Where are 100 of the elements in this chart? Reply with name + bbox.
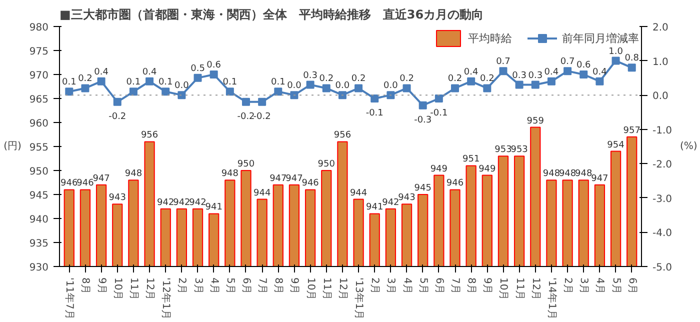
x-tick-label: 11月 xyxy=(514,278,525,300)
data-label: 0.5 xyxy=(190,64,205,74)
data-label: 942 xyxy=(157,198,174,208)
data-label: 948 xyxy=(542,169,560,180)
data-label: 947 xyxy=(92,174,110,184)
point xyxy=(418,101,427,110)
point xyxy=(274,88,282,96)
data-label: 959 xyxy=(526,116,544,126)
point xyxy=(65,88,74,96)
data-label: 0.1 xyxy=(126,78,141,88)
x-tick-label: '14年1月 xyxy=(546,278,558,320)
x-tick-label: 8月 xyxy=(466,278,477,294)
x-tick-label: 12月 xyxy=(144,278,156,300)
point xyxy=(146,77,154,86)
data-label: 0.6 xyxy=(576,60,592,70)
x-tick-label: '11年7月 xyxy=(64,278,76,320)
data-label: 951 xyxy=(462,154,480,165)
point xyxy=(499,67,508,76)
data-label: 957 xyxy=(623,126,640,136)
point xyxy=(628,64,636,72)
x-tick-label: 12月 xyxy=(530,278,541,300)
data-label: 946 xyxy=(302,178,320,189)
x-tick-label: '13年1月 xyxy=(353,278,366,320)
data-label: 0.2 xyxy=(319,74,334,84)
point xyxy=(354,84,363,92)
data-label: 1.0 xyxy=(608,46,624,57)
x-tick-label: '12年1月 xyxy=(160,278,172,320)
data-label: 949 xyxy=(430,164,448,174)
data-label: 942 xyxy=(189,198,206,208)
point xyxy=(547,77,556,86)
y-tick-label: 930 xyxy=(29,262,49,274)
y-tick-label: 960 xyxy=(29,118,49,130)
x-tick-label: 6月 xyxy=(433,278,444,294)
point xyxy=(580,70,588,78)
data-label: -0.2 xyxy=(253,112,271,122)
legend-label: 平均時給 xyxy=(468,30,512,46)
data-label: 0.3 xyxy=(303,70,318,81)
point xyxy=(338,91,346,100)
y-axis-title: (円) xyxy=(4,141,22,152)
point xyxy=(97,77,106,86)
point xyxy=(178,91,186,100)
data-label: 0.7 xyxy=(496,57,510,68)
data-label: 945 xyxy=(414,184,432,194)
data-label: 953 xyxy=(494,145,512,156)
data-label: 0.2 xyxy=(351,74,366,84)
legend-label: 前年同月増減率 xyxy=(562,30,639,46)
data-label: 942 xyxy=(173,198,190,208)
y-tick-label: 935 xyxy=(29,238,49,250)
x-tick-label: 2月 xyxy=(176,278,188,294)
y2-tick-label: -5.0 xyxy=(652,262,672,274)
y2-axis-title: (%) xyxy=(680,141,698,152)
point xyxy=(210,70,218,78)
data-label: 950 xyxy=(318,160,336,170)
data-label: 0.0 xyxy=(335,81,350,92)
data-label: 0.1 xyxy=(158,78,173,88)
data-label: 0.8 xyxy=(624,54,640,64)
data-label: 946 xyxy=(446,178,464,189)
data-label: 942 xyxy=(382,198,400,208)
data-label: 0.0 xyxy=(287,81,302,92)
point xyxy=(451,84,460,92)
data-label: -0.3 xyxy=(414,115,432,126)
data-label: -0.1 xyxy=(366,108,384,118)
data-label: 949 xyxy=(478,164,496,174)
data-label: 0.1 xyxy=(270,78,286,88)
data-label: 0.1 xyxy=(62,78,76,88)
x-tick-label: 2月 xyxy=(369,278,380,294)
x-tick-label: 5月 xyxy=(417,278,428,294)
data-label: 956 xyxy=(334,130,352,141)
data-label: 954 xyxy=(607,140,625,150)
data-label: -0.2 xyxy=(108,112,126,122)
y-tick-label: 955 xyxy=(29,142,49,154)
x-tick-label: 9月 xyxy=(482,278,493,294)
y2-tick-label: -4.0 xyxy=(652,228,672,240)
point xyxy=(596,77,604,86)
data-label: 946 xyxy=(76,178,94,189)
x-tick-label: 3月 xyxy=(578,278,590,294)
data-label: 0.4 xyxy=(464,67,479,78)
x-tick-label: 10月 xyxy=(498,278,509,300)
point xyxy=(258,98,266,106)
data-label: 956 xyxy=(140,130,158,141)
x-tick-label: 7月 xyxy=(256,278,268,294)
y2-tick-label: 1.0 xyxy=(652,56,668,68)
point xyxy=(113,98,122,106)
point xyxy=(162,88,170,96)
data-label: 0.1 xyxy=(222,78,238,88)
point xyxy=(81,84,90,92)
point xyxy=(515,80,524,89)
point xyxy=(370,94,379,102)
data-label: 0.2 xyxy=(448,74,462,84)
point xyxy=(564,67,572,76)
x-tick-label: 5月 xyxy=(224,278,236,294)
data-label: 946 xyxy=(60,178,78,189)
x-tick-label: 11月 xyxy=(320,278,332,300)
data-label: 947 xyxy=(591,174,608,184)
x-tick-label: 2月 xyxy=(562,278,574,294)
x-tick-label: 10月 xyxy=(304,278,316,300)
x-tick-label: 4月 xyxy=(208,278,220,294)
y-tick-label: 945 xyxy=(29,190,49,202)
data-label: 950 xyxy=(237,160,255,170)
data-label: 0.4 xyxy=(592,67,608,78)
